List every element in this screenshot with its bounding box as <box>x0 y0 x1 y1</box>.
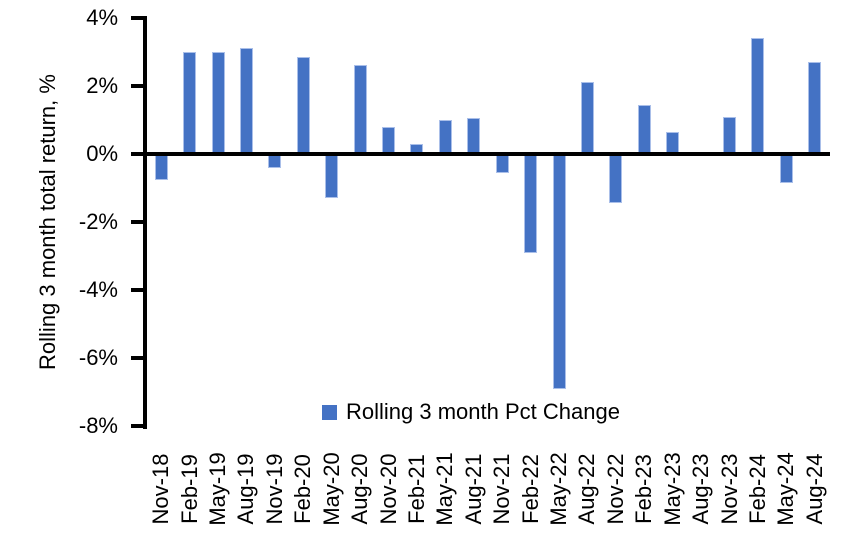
y-tick-mark <box>131 356 144 361</box>
bar-Feb-20 <box>296 56 310 154</box>
x-tick-label-Feb-22: Feb-22 <box>517 454 543 524</box>
x-tick-label-Aug-21: Aug-21 <box>460 453 486 525</box>
bar-May-19 <box>211 51 225 154</box>
x-tick-label-Feb-20: Feb-20 <box>290 454 316 524</box>
y-tick-label: 0% <box>86 141 118 166</box>
y-tick-label: 2% <box>86 72 118 98</box>
legend-label: Rolling 3 month Pct Change <box>346 399 620 424</box>
y-tick-mark <box>131 15 144 20</box>
y-tick-mark <box>131 152 144 156</box>
bar-Nov-23 <box>723 116 737 154</box>
y-tick-label: -2% <box>78 209 118 235</box>
bar-May-22 <box>552 154 566 389</box>
bar-May-21 <box>438 119 452 154</box>
x-tick-label-Aug-22: Aug-22 <box>574 453 600 525</box>
y-tick-mark <box>131 424 144 429</box>
bar-Feb-24 <box>751 38 765 154</box>
bar-Nov-21 <box>495 154 509 173</box>
bar-Nov-18 <box>154 154 168 180</box>
bar-Feb-19 <box>183 51 197 154</box>
x-tick-label-Nov-19: Nov-19 <box>261 453 287 525</box>
y-tick-mark <box>131 220 144 225</box>
x-tick-label-Nov-21: Nov-21 <box>489 453 515 525</box>
x-tick-label-Aug-23: Aug-23 <box>688 453 714 525</box>
bar-May-20 <box>325 154 339 199</box>
x-tick-label-Nov-18: Nov-18 <box>148 453 174 525</box>
x-tick-label-Nov-23: Nov-23 <box>716 453 742 525</box>
bar-May-24 <box>779 154 793 183</box>
x-tick-label-May-23: May-23 <box>659 452 685 526</box>
y-tick-label: -8% <box>78 413 118 439</box>
bar-Nov-22 <box>609 154 623 204</box>
x-tick-label-Feb-21: Feb-21 <box>403 454 429 524</box>
x-tick-label-Feb-24: Feb-24 <box>744 454 770 524</box>
bar-Feb-22 <box>524 154 538 253</box>
x-tick-label-May-21: May-21 <box>432 452 458 526</box>
x-tick-label-Feb-19: Feb-19 <box>176 454 202 524</box>
y-tick-mark <box>131 288 144 293</box>
bar-Nov-19 <box>268 154 282 168</box>
bar-May-23 <box>666 131 680 154</box>
legend-swatch-icon <box>322 404 337 420</box>
y-tick-label: 4% <box>86 4 118 30</box>
bar-Aug-20 <box>353 65 367 154</box>
y-tick-mark <box>131 83 144 88</box>
x-tick-label-May-22: May-22 <box>546 452 572 526</box>
bar-Aug-24 <box>808 62 822 154</box>
x-axis-zero-line <box>143 152 830 156</box>
bar-Aug-21 <box>467 118 481 154</box>
x-tick-label-Nov-20: Nov-20 <box>375 453 401 525</box>
x-tick-label-May-19: May-19 <box>205 452 231 526</box>
x-tick-label-May-24: May-24 <box>773 452 799 526</box>
x-tick-label-Aug-19: Aug-19 <box>233 453 259 525</box>
bar-Nov-20 <box>382 126 396 154</box>
y-tick-label: -4% <box>78 277 118 303</box>
x-tick-label-Aug-24: Aug-24 <box>801 453 827 525</box>
bar-Aug-22 <box>580 82 594 154</box>
legend: Rolling 3 month Pct Change <box>322 399 620 425</box>
bar-Feb-23 <box>637 104 651 154</box>
x-tick-label-May-20: May-20 <box>318 452 344 526</box>
x-tick-label-Aug-20: Aug-20 <box>347 453 373 525</box>
bar-Aug-19 <box>239 48 253 154</box>
y-tick-label: -6% <box>78 345 118 371</box>
x-tick-label-Feb-23: Feb-23 <box>631 454 657 524</box>
y-axis-line <box>143 16 147 429</box>
x-tick-label-Nov-22: Nov-22 <box>602 453 628 525</box>
